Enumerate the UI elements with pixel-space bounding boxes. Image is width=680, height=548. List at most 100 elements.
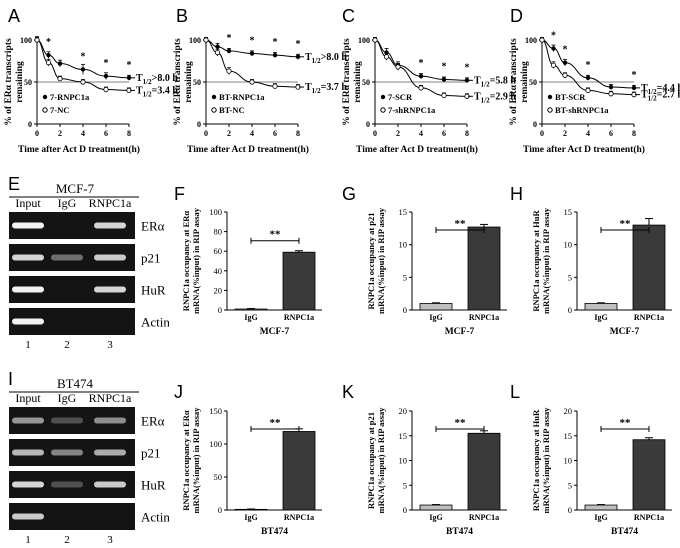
y-tick-label: 0: [568, 505, 572, 515]
y-axis-label-group: RNPC1a occupancy at p21 mRNA(%input) in R…: [366, 207, 386, 314]
x-tick-label: 2: [58, 129, 62, 138]
legend-label: 7-RNPC1a: [50, 92, 90, 102]
significance-star: *: [563, 45, 568, 56]
legend-label: BT-SCR: [555, 92, 586, 102]
data-point-filled: [226, 48, 232, 54]
category-label: RNPC1a: [634, 313, 664, 322]
data-point-filled: [464, 78, 470, 83]
y-tick-label: 10: [399, 240, 408, 250]
y-tick-label: 10: [564, 456, 573, 466]
y-axis-label-line2: remaining: [353, 61, 363, 103]
data-point-open: [395, 64, 401, 70]
x-tick-label: 2: [563, 129, 567, 138]
legend-label: BT-shRNPC1a: [555, 105, 609, 115]
gel-band: [94, 417, 126, 424]
data-point-filled: [631, 85, 637, 91]
y-tick-label: 10: [564, 240, 573, 250]
data-point-filled: [80, 67, 86, 72]
line-chart-c: 0 50 100 0 2 4 6 8 Time after Act D treatment(h)…: [342, 36, 516, 155]
y-tick-label: 50: [193, 78, 201, 87]
gel-band: [12, 286, 44, 293]
y-tick-label: 0: [403, 505, 407, 515]
panel-letter-f: F: [174, 184, 185, 204]
y-tick-label: 5: [403, 272, 407, 282]
data-point-open: [57, 76, 63, 82]
data-point-open: [80, 79, 86, 85]
significance-star: *: [127, 60, 132, 71]
data-point-filled: [57, 61, 63, 66]
legend-label: BT-NC: [219, 105, 245, 115]
y-axis-label-line: RNPC1a occupancy at ERα: [181, 211, 191, 312]
bar-chart-l: 0 5 10 15 20 IgG RNPC1a ** BT474 RNPC1a occupancy…: [531, 406, 672, 537]
bar-igg: [419, 303, 453, 311]
y-tick-label: 0: [568, 305, 572, 315]
bar-chart-f: 0 20 40 60 80 100 IgG RNPC1a ** MCF-7 RNPC1a occup…: [181, 207, 322, 337]
y-axis-label-group: % of ERα transcripts remaining: [342, 38, 363, 126]
y-tick-label: 100: [525, 36, 537, 45]
bar-chart-h: 0 5 10 15 IgG RNPC1a ** MCF-7 RNPC1a occupancy a…: [531, 207, 672, 337]
x-tick-label: 6: [273, 129, 277, 138]
gel-band: [12, 449, 44, 456]
bar-rnpc1a: [282, 431, 316, 511]
panel-letter-k: K: [342, 382, 354, 402]
gel-row-label: Actin: [141, 315, 170, 330]
data-point-filled: [295, 54, 301, 59]
category-label: RNPC1a: [284, 513, 314, 522]
gel-band: [12, 417, 44, 424]
data-point-filled: [562, 60, 568, 65]
significance-label: **: [455, 218, 467, 230]
y-tick-label: 0: [218, 305, 222, 315]
x-axis-label: MCF-7: [260, 327, 290, 337]
significance-star: *: [273, 37, 278, 48]
y-axis-label-line: RNPC1a occupancy at HuR: [531, 409, 541, 511]
y-axis-label: % of ERα transcripts: [342, 38, 352, 126]
y-axis-label-group: % of ERα transcripts remaining: [173, 38, 194, 126]
y-axis-label-line: mRNA(%input) in RIP assay: [376, 407, 386, 514]
gel-band: [94, 222, 126, 229]
gel-band: [51, 254, 83, 261]
y-axis-label-line: mRNA(%input) in RIP assay: [191, 407, 201, 514]
legend-marker-filled: [380, 94, 386, 100]
data-point-open: [539, 37, 545, 43]
data-point-open: [34, 37, 40, 43]
x-tick-label: 4: [81, 129, 85, 138]
x-tick-label: 4: [419, 129, 423, 138]
gel-band: [12, 481, 44, 488]
y-tick-label: 15: [564, 207, 573, 217]
y-tick-label: 10: [399, 456, 408, 466]
gel-band: [51, 449, 83, 456]
bar-chart-k: 0 5 10 15 20 IgG RNPC1a ** BT474 RNPC1a occupancy…: [366, 406, 507, 537]
y-axis-label: % of ERα transcripts: [173, 38, 183, 126]
y-axis-label-line: mRNA(%input) in RIP assay: [376, 207, 386, 314]
significance-star: *: [46, 37, 51, 48]
category-label: IgG: [244, 313, 257, 322]
x-tick-label: 0: [204, 129, 208, 138]
y-tick-label: 0: [197, 120, 201, 129]
lane-number: 3: [107, 339, 113, 351]
y-axis-label-line: RNPC1a occupancy at p21: [366, 412, 376, 509]
significance-star: *: [632, 70, 637, 81]
data-point-filled: [249, 51, 255, 56]
bar-rnpc1a: [467, 226, 501, 311]
x-tick-label: 2: [396, 129, 400, 138]
line-chart-a: 0 50 100 0 2 4 6 8 Time after Act D treatment(h)…: [4, 36, 178, 155]
gel-band: [12, 254, 44, 261]
data-point-open: [418, 85, 424, 91]
x-axis-label: MCF-7: [610, 327, 640, 337]
x-axis-label: BT474: [611, 527, 638, 537]
significance-label: **: [270, 229, 282, 241]
data-point-filled: [46, 52, 51, 58]
y-tick-label: 0: [28, 120, 32, 129]
y-axis-label-line2: remaining: [520, 61, 530, 103]
y-axis-label-group: % of ERα transcripts remaining: [509, 38, 530, 126]
legend-marker-filled: [211, 94, 217, 100]
x-axis-label: Time after Act D treatment(h): [18, 144, 140, 155]
y-tick-label: 100: [20, 36, 32, 45]
legend-marker-open: [211, 107, 217, 113]
category-label: RNPC1a: [469, 513, 499, 522]
significance-star: *: [442, 61, 447, 72]
category-label: RNPC1a: [634, 513, 664, 522]
gel-band: [94, 449, 126, 456]
gel-row-label: ERα: [141, 414, 165, 429]
x-tick-label: 4: [250, 129, 254, 138]
